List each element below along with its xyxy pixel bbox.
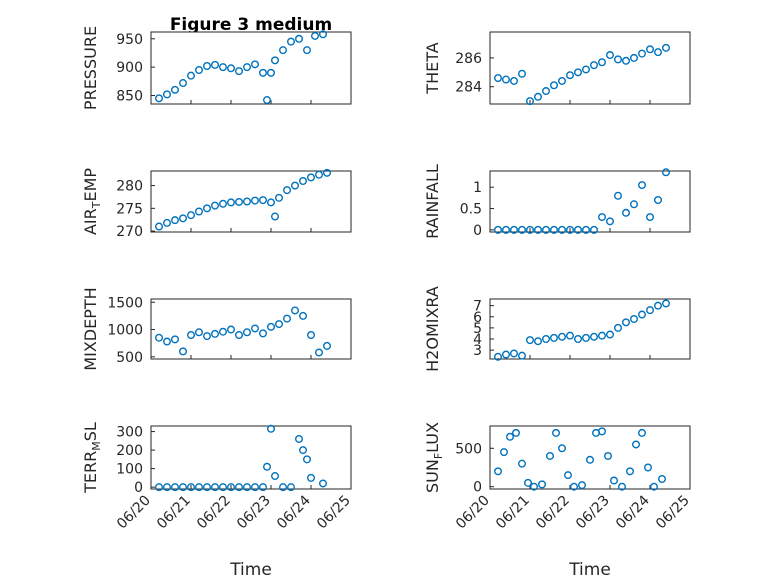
y-tick-label: 280 bbox=[116, 179, 143, 195]
x-tick-label: 06/25 bbox=[314, 493, 354, 533]
x-tick-label: 06/25 bbox=[653, 493, 693, 533]
y-axis-label: H2OMIXRA bbox=[423, 286, 442, 372]
x-tick-label: 06/21 bbox=[154, 493, 194, 533]
axes-frame bbox=[490, 32, 690, 104]
axes-frame bbox=[490, 426, 690, 489]
y-tick-label: 500 bbox=[455, 441, 482, 457]
x-tick-label: 06/20 bbox=[453, 493, 493, 533]
y-axis-label: MIXDEPTH bbox=[81, 287, 100, 370]
y-tick-label: 270 bbox=[116, 224, 143, 240]
y-tick-label: 950 bbox=[116, 32, 143, 48]
subplot-pressure: 850 900 950 PRESSURE bbox=[81, 26, 351, 110]
y-tick-label: 1 bbox=[473, 180, 482, 196]
x-tick-label: 06/24 bbox=[274, 492, 314, 532]
y-axis-label: TERRMSL bbox=[81, 422, 103, 494]
subplot-h2omixra: 34567H2OMIXRA bbox=[423, 286, 690, 372]
y-tick-label: 284 bbox=[455, 80, 482, 96]
y-tick-label: 300 bbox=[116, 425, 143, 441]
x-axis-label: Time bbox=[229, 560, 272, 580]
axes-frame bbox=[151, 171, 351, 232]
y-tick-label: 0 bbox=[473, 223, 482, 239]
subplot-sun-flux: 0500SUNFLUX06/2006/2106/2206/2306/2406/2… bbox=[423, 422, 693, 580]
x-tick-label: 06/20 bbox=[114, 493, 154, 533]
x-tick-label: 06/21 bbox=[493, 493, 533, 533]
y-tick-label: 1000 bbox=[107, 323, 143, 339]
y-tick-label: 0.5 bbox=[460, 202, 482, 218]
subplot-terr-msl: 0100200300TERRMSL06/2006/2106/2206/2306/… bbox=[81, 422, 354, 580]
x-tick-label: 06/23 bbox=[234, 493, 274, 533]
y-axis-label: SUNFLUX bbox=[423, 422, 445, 493]
x-axis-label: Time bbox=[568, 560, 611, 580]
x-tick-label: 06/22 bbox=[533, 493, 573, 533]
y-tick-label: 850 bbox=[116, 88, 143, 104]
axes-frame bbox=[151, 32, 351, 104]
axes-frame bbox=[490, 171, 690, 232]
subplot-air-temp: 270 275 280 AIRTEMP bbox=[81, 168, 351, 240]
axes-frame bbox=[151, 426, 351, 489]
y-tick-label: 900 bbox=[116, 60, 143, 76]
x-tick-label: 06/24 bbox=[613, 492, 653, 532]
subplot-mixdepth: 500 1000 1500 MIXDEPTH bbox=[81, 287, 351, 370]
y-axis-label: AIRTEMP bbox=[81, 168, 103, 235]
x-tick-label: 06/22 bbox=[194, 493, 234, 533]
y-tick-label: 200 bbox=[116, 443, 143, 459]
y-tick-label: 275 bbox=[116, 201, 143, 217]
y-tick-label: 7 bbox=[473, 299, 482, 315]
y-axis-label: PRESSURE bbox=[81, 26, 100, 110]
y-tick-label: 286 bbox=[455, 51, 482, 67]
y-axis-label: RAINFALL bbox=[423, 164, 442, 239]
y-tick-label: 100 bbox=[116, 462, 143, 478]
y-tick-label: 500 bbox=[116, 350, 143, 366]
subplot-rainfall: 0 0.5 1 RAINFALL bbox=[423, 164, 690, 239]
y-tick-label: 1500 bbox=[107, 295, 143, 311]
subplot-theta: 284 286 THETA bbox=[423, 32, 690, 104]
y-axis-label: THETA bbox=[423, 42, 442, 94]
x-tick-label: 06/23 bbox=[573, 493, 613, 533]
